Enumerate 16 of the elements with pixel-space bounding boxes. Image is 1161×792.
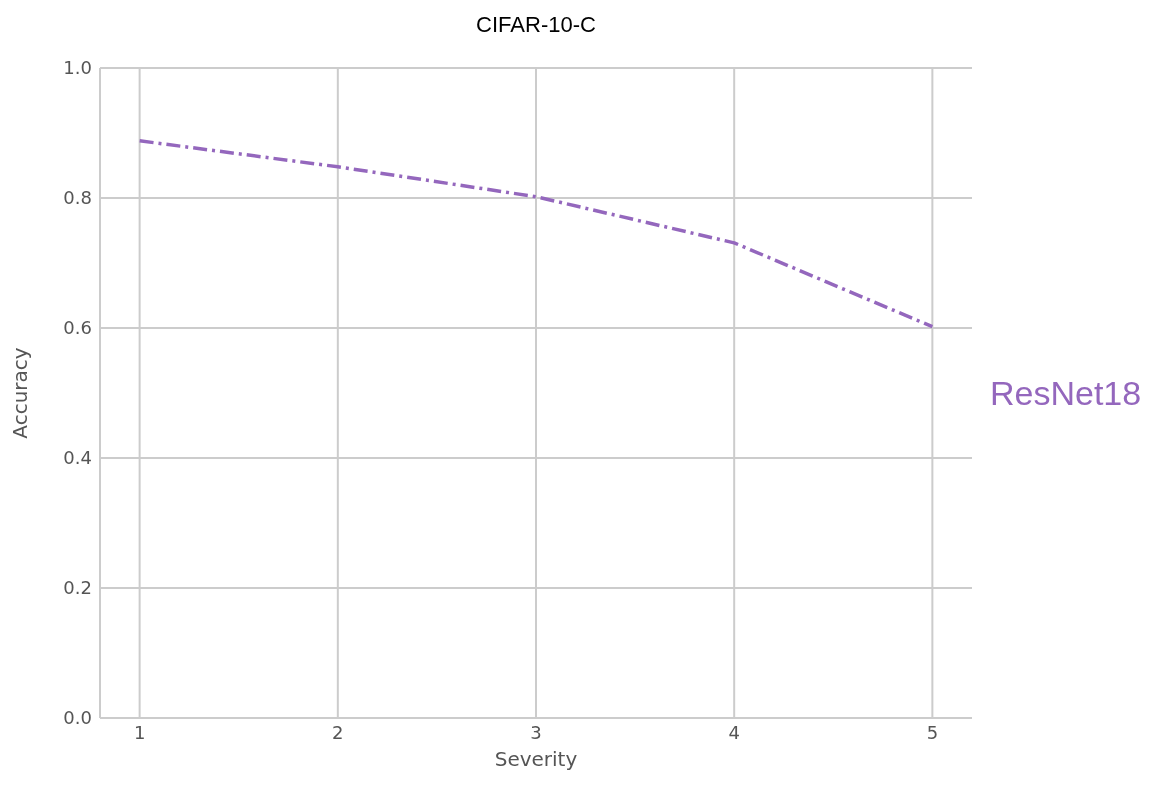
y-axis-title: Accuracy bbox=[8, 347, 33, 439]
text: ResNet18 bbox=[990, 373, 1142, 413]
x-axis-title: Severity bbox=[494, 747, 578, 771]
x-tick-label: 3 bbox=[530, 721, 542, 743]
y-tick-label: 0.6 bbox=[63, 317, 92, 339]
x-tick-label: 2 bbox=[332, 721, 344, 743]
y-tick-label: 0.0 bbox=[63, 707, 92, 729]
x-tick-label: 4 bbox=[728, 721, 740, 743]
line-series bbox=[137, 139, 935, 329]
y-tick-label: 1.0 bbox=[63, 57, 92, 79]
y-tick-label: 0.4 bbox=[63, 447, 92, 469]
y-tick-label: 0.2 bbox=[63, 577, 92, 599]
chart-title: CIFAR-10-C bbox=[475, 12, 597, 38]
x-tick-label: 1 bbox=[133, 721, 146, 743]
x-tick-label: 5 bbox=[926, 721, 939, 743]
y-tick-label: 0.8 bbox=[63, 187, 92, 209]
